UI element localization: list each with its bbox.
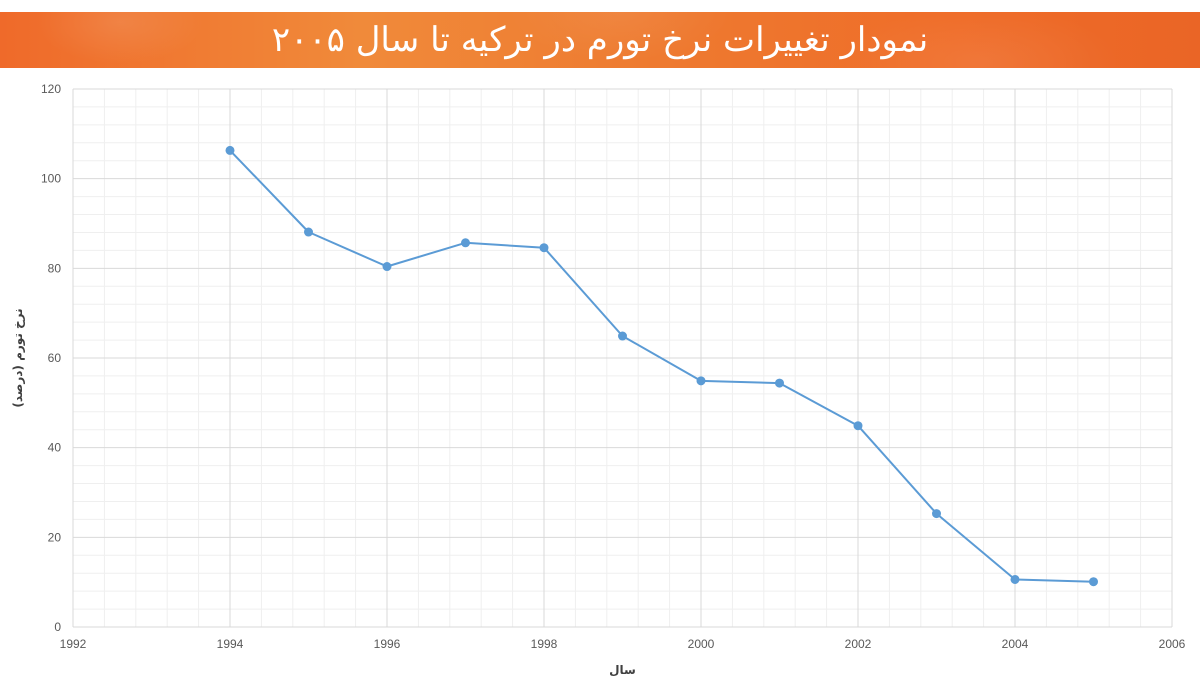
title-banner: نمودار تغییرات نرخ تورم در ترکیه تا سال …: [0, 12, 1200, 68]
x-tick-label: 2002: [845, 637, 872, 651]
banner-decoration: [0, 12, 1200, 68]
data-point: [618, 331, 627, 341]
y-tick-label: 0: [54, 620, 61, 634]
x-tick-label: 1998: [531, 637, 558, 651]
x-tick-label: 1996: [374, 637, 401, 651]
data-point: [225, 145, 235, 155]
data-point: [853, 421, 863, 431]
y-axis-ticks: 0 20 40 60 80 100 120: [41, 82, 61, 634]
series-layer: [225, 145, 1098, 587]
y-tick-label: 40: [48, 441, 62, 455]
x-tick-label: 1992: [60, 637, 87, 651]
y-tick-label: 100: [41, 172, 61, 186]
series-line: [229, 149, 1094, 583]
y-tick-label: 60: [48, 351, 62, 365]
x-axis-title: سال: [609, 663, 636, 677]
x-axis-ticks: 1992 1994 1996 1998 2000 2002 2004 2006: [60, 637, 1186, 651]
data-point: [382, 262, 392, 272]
data-point: [775, 378, 784, 388]
data-point: [461, 238, 470, 248]
y-axis-title: نرخ تورم (درصد): [11, 308, 26, 407]
major-gridlines: [72, 88, 1173, 628]
data-point: [304, 227, 313, 237]
data-point: [1089, 577, 1098, 587]
x-tick-label: 2000: [688, 637, 715, 651]
data-point: [539, 243, 549, 253]
x-tick-label: 1994: [217, 637, 244, 651]
data-point: [696, 376, 706, 386]
x-tick-label: 2004: [1002, 637, 1029, 651]
chart-title: نمودار تغییرات نرخ تورم در ترکیه تا سال …: [271, 20, 929, 60]
y-tick-label: 80: [48, 261, 62, 275]
y-tick-label: 120: [41, 82, 61, 96]
data-point: [1010, 574, 1020, 584]
data-point: [932, 509, 941, 519]
x-tick-label: 2006: [1159, 637, 1186, 651]
y-tick-label: 20: [48, 530, 62, 544]
